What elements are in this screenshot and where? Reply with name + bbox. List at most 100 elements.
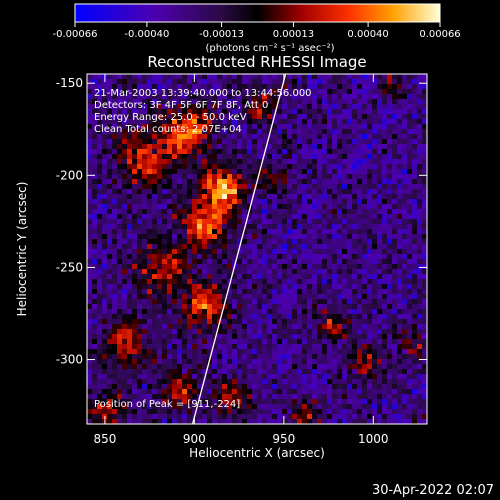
heatmap-cell xyxy=(157,269,162,274)
heatmap-cell xyxy=(347,279,352,284)
heatmap-cell xyxy=(202,334,207,339)
heatmap-cell xyxy=(337,84,342,89)
heatmap-cell xyxy=(227,324,232,329)
heatmap-cell xyxy=(257,374,262,379)
heatmap-cell xyxy=(367,399,372,404)
heatmap-cell xyxy=(222,414,227,419)
heatmap-cell xyxy=(227,349,232,354)
heatmap-cell xyxy=(122,99,127,104)
heatmap-cell xyxy=(292,329,297,334)
heatmap-cell xyxy=(307,204,312,209)
heatmap-cell xyxy=(217,324,222,329)
heatmap-cell xyxy=(97,389,102,394)
heatmap-cell xyxy=(162,354,167,359)
heatmap-cell xyxy=(132,294,137,299)
heatmap-cell xyxy=(402,269,407,274)
heatmap-cell xyxy=(227,309,232,314)
heatmap-cell xyxy=(152,284,157,289)
heatmap-cell xyxy=(412,364,417,369)
heatmap-cell xyxy=(312,404,317,409)
heatmap-cell xyxy=(92,99,97,104)
heatmap-cell xyxy=(312,334,317,339)
heatmap-cell xyxy=(87,344,92,349)
heatmap-cell xyxy=(107,109,112,114)
heatmap-cell xyxy=(312,124,317,129)
heatmap-cell xyxy=(347,89,352,94)
heatmap-cell xyxy=(162,249,167,254)
heatmap-cell xyxy=(317,274,322,279)
heatmap-cell xyxy=(187,264,192,269)
heatmap-cell xyxy=(132,244,137,249)
heatmap-cell xyxy=(377,409,382,414)
heatmap-cell xyxy=(142,339,147,344)
heatmap-cell xyxy=(87,244,92,249)
heatmap-cell xyxy=(197,249,202,254)
heatmap-cell xyxy=(267,119,272,124)
heatmap-cell xyxy=(92,259,97,264)
heatmap-cell xyxy=(307,294,312,299)
heatmap-cell xyxy=(252,409,257,414)
heatmap-cell xyxy=(297,309,302,314)
heatmap-cell xyxy=(317,374,322,379)
heatmap-cell xyxy=(407,359,412,364)
heatmap-cell xyxy=(107,194,112,199)
heatmap-cell xyxy=(307,249,312,254)
heatmap-cell xyxy=(292,84,297,89)
heatmap-cell xyxy=(152,134,157,139)
heatmap-cell xyxy=(372,364,377,369)
observation-annotations: 21-Mar-2003 13:39:40.000 to 13:44:56.000… xyxy=(94,88,312,135)
heatmap-cell xyxy=(112,229,117,234)
heatmap-cell xyxy=(352,389,357,394)
heatmap-cell xyxy=(97,159,102,164)
heatmap-cell xyxy=(312,179,317,184)
heatmap-cell xyxy=(207,89,212,94)
heatmap-cell xyxy=(242,124,247,129)
heatmap-cell xyxy=(327,379,332,384)
heatmap-cell xyxy=(397,384,402,389)
heatmap-cell xyxy=(242,304,247,309)
heatmap-cell xyxy=(357,414,362,419)
heatmap-cell xyxy=(312,109,317,114)
heatmap-cell xyxy=(202,324,207,329)
heatmap-cell xyxy=(217,94,222,99)
heatmap-cell xyxy=(332,199,337,204)
heatmap-cell xyxy=(242,169,247,174)
heatmap-cell xyxy=(322,274,327,279)
heatmap-cell xyxy=(407,179,412,184)
heatmap-cell xyxy=(152,229,157,234)
heatmap-cell xyxy=(307,389,312,394)
heatmap-cell xyxy=(262,394,267,399)
heatmap-cell xyxy=(347,354,352,359)
heatmap-cell xyxy=(127,394,132,399)
heatmap-cell xyxy=(87,384,92,389)
peak-position-label: Position of Peak = [911,-224] xyxy=(94,399,240,410)
heatmap-cell xyxy=(372,404,377,409)
heatmap-cell xyxy=(317,314,322,319)
heatmap-cell xyxy=(407,134,412,139)
heatmap-cell xyxy=(172,379,177,384)
heatmap-cell xyxy=(422,314,427,319)
heatmap-cell xyxy=(107,269,112,274)
heatmap-cell xyxy=(212,409,217,414)
heatmap-cell xyxy=(287,399,292,404)
heatmap-cell xyxy=(152,244,157,249)
heatmap-cell xyxy=(207,329,212,334)
heatmap-cell xyxy=(157,134,162,139)
heatmap-cell xyxy=(232,109,237,114)
heatmap-cell xyxy=(202,94,207,99)
heatmap-cell xyxy=(157,154,162,159)
heatmap-cell xyxy=(297,294,302,299)
heatmap-cell xyxy=(272,264,277,269)
heatmap-cell xyxy=(107,274,112,279)
heatmap-cell xyxy=(167,414,172,419)
heatmap-cell xyxy=(192,84,197,89)
heatmap-cell xyxy=(107,314,112,319)
heatmap-cell xyxy=(182,289,187,294)
heatmap-cell xyxy=(417,404,422,409)
heatmap-cell xyxy=(257,224,262,229)
heatmap-cell xyxy=(242,269,247,274)
heatmap-cell xyxy=(167,249,172,254)
heatmap-cell xyxy=(242,104,247,109)
heatmap-cell xyxy=(377,364,382,369)
heatmap-cell xyxy=(177,334,182,339)
